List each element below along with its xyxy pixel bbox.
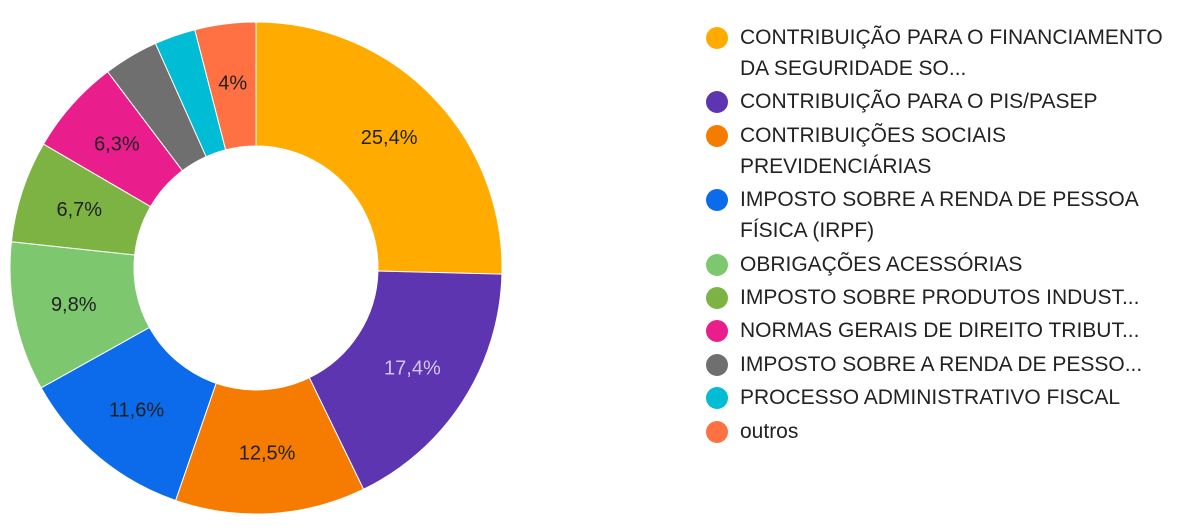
legend-item[interactable]: IMPOSTO SOBRE PRODUTOS INDUST... <box>706 282 1176 313</box>
legend-label: CONTRIBUIÇÕES SOCIAIS PREVIDENCIÁRIAS <box>740 123 1007 178</box>
legend-item[interactable]: OBRIGAÇÕES ACESSÓRIAS <box>706 249 1176 280</box>
legend-label: OBRIGAÇÕES ACESSÓRIAS <box>740 252 1023 276</box>
legend-swatch <box>706 387 728 410</box>
legend-swatch <box>706 320 728 343</box>
legend-label: outros <box>740 419 799 443</box>
legend-label: IMPOSTO SOBRE A RENDA DE PESSO... <box>740 352 1143 376</box>
slice-value-label: 17,4% <box>384 358 441 380</box>
legend-item[interactable]: PROCESSO ADMINISTRATIVO FISCAL <box>706 382 1176 413</box>
legend-label: NORMAS GERAIS DE DIREITO TRIBUT... <box>740 319 1140 343</box>
slice-value-label: 11,6% <box>109 400 164 422</box>
legend-swatch <box>706 353 728 376</box>
legend-swatch <box>706 286 728 309</box>
donut-slice[interactable] <box>308 270 503 490</box>
legend-swatch <box>706 91 728 114</box>
legend-item[interactable]: outros <box>706 416 1176 447</box>
chart-legend: CONTRIBUIÇÃO PARA O FINANCIAMENTO DA SEG… <box>706 22 1176 449</box>
legend-swatch <box>706 189 728 212</box>
slice-value-label: 9,8% <box>51 294 97 316</box>
legend-item[interactable]: NORMAS GERAIS DE DIREITO TRIBUT... <box>706 315 1176 346</box>
donut-slice[interactable] <box>194 21 257 151</box>
donut-slice[interactable] <box>255 21 503 275</box>
legend-label: CONTRIBUIÇÃO PARA O PIS/PASEP <box>740 90 1098 114</box>
donut-chart: 25,4% 17,4% 12,5% 11,6% 9,8% 6,7% 6,3% 4% <box>9 21 503 515</box>
slice-value-label: 6,7% <box>56 199 102 221</box>
slice-value-label: 6,3% <box>94 134 140 156</box>
slice-value-label: 25,4% <box>361 127 418 149</box>
legend-item[interactable]: CONTRIBUIÇÕES SOCIAIS PREVIDENCIÁRIAS <box>706 120 1176 182</box>
legend-item[interactable]: IMPOSTO SOBRE A RENDA DE PESSOA FÍSICA (… <box>706 184 1176 246</box>
legend-label: PROCESSO ADMINISTRATIVO FISCAL <box>740 386 1121 410</box>
legend-label: IMPOSTO SOBRE A RENDA DE PESSOA FÍSICA (… <box>740 188 1138 243</box>
slice-value-label: 4% <box>218 72 247 94</box>
legend-item[interactable]: CONTRIBUIÇÃO PARA O PIS/PASEP <box>706 86 1176 117</box>
slice-value-label: 12,5% <box>239 443 296 465</box>
legend-item[interactable]: CONTRIBUIÇÃO PARA O FINANCIAMENTO DA SEG… <box>706 22 1176 84</box>
legend-swatch <box>706 420 728 443</box>
legend-swatch <box>706 124 728 147</box>
legend-item[interactable]: IMPOSTO SOBRE A RENDA DE PESSO... <box>706 349 1176 380</box>
legend-label: CONTRIBUIÇÃO PARA O FINANCIAMENTO DA SEG… <box>740 26 1163 80</box>
legend-label: IMPOSTO SOBRE PRODUTOS INDUST... <box>740 285 1140 309</box>
legend-swatch <box>706 253 728 276</box>
legend-swatch <box>706 27 728 49</box>
